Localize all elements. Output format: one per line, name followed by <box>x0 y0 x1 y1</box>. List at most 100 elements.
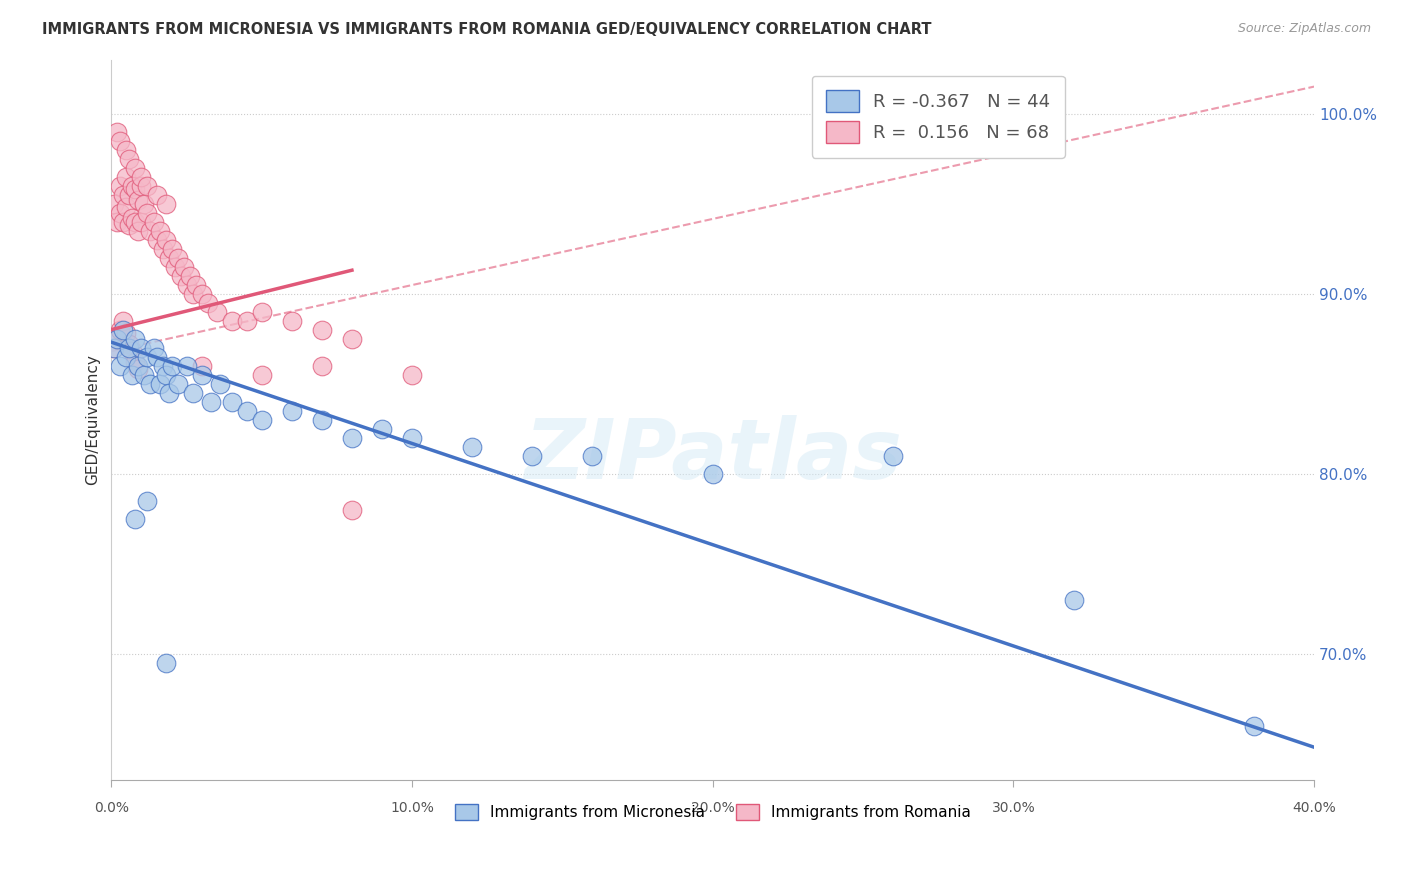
Point <box>121 178 143 193</box>
Point <box>250 368 273 382</box>
Point <box>250 304 273 318</box>
Point <box>124 332 146 346</box>
Point <box>166 251 188 265</box>
Point <box>235 313 257 327</box>
Point <box>131 169 153 184</box>
Point <box>124 214 146 228</box>
Point <box>311 323 333 337</box>
Text: 10.0%: 10.0% <box>389 801 434 815</box>
Point <box>205 304 228 318</box>
Point <box>250 412 273 426</box>
Point <box>371 421 394 435</box>
Point <box>181 286 204 301</box>
Point <box>110 178 132 193</box>
Point <box>139 376 162 391</box>
Point <box>163 260 186 274</box>
Text: 0.0%: 0.0% <box>94 801 129 815</box>
Point <box>702 467 724 481</box>
Point <box>107 214 129 228</box>
Text: ZIPatlas: ZIPatlas <box>524 415 901 496</box>
Point <box>103 196 125 211</box>
Point <box>179 268 201 283</box>
Text: Source: ZipAtlas.com: Source: ZipAtlas.com <box>1237 22 1371 36</box>
Point <box>145 233 167 247</box>
Point <box>221 313 243 327</box>
Point <box>311 359 333 373</box>
Point <box>115 350 138 364</box>
Point <box>136 205 159 219</box>
Point <box>118 337 141 351</box>
Point <box>157 385 180 400</box>
Point <box>190 368 212 382</box>
Point <box>235 403 257 417</box>
Point <box>131 178 153 193</box>
Point <box>115 326 138 341</box>
Point <box>124 511 146 525</box>
Point <box>121 368 143 382</box>
Point <box>107 332 129 346</box>
Point <box>882 449 904 463</box>
Point <box>152 242 174 256</box>
Text: 40.0%: 40.0% <box>1292 801 1336 815</box>
Point <box>152 359 174 373</box>
Point <box>581 449 603 463</box>
Point <box>127 224 149 238</box>
Point <box>176 277 198 292</box>
Point <box>124 161 146 175</box>
Point <box>1243 718 1265 732</box>
Point <box>173 260 195 274</box>
Point <box>160 359 183 373</box>
Point <box>103 341 125 355</box>
Point <box>401 368 423 382</box>
Point <box>112 313 135 327</box>
Point <box>461 440 484 454</box>
Point <box>166 376 188 391</box>
Point <box>155 656 177 670</box>
Point <box>127 193 149 207</box>
Point <box>118 218 141 232</box>
Y-axis label: GED/Equivalency: GED/Equivalency <box>86 354 100 485</box>
Text: IMMIGRANTS FROM MICRONESIA VS IMMIGRANTS FROM ROMANIA GED/EQUIVALENCY CORRELATIO: IMMIGRANTS FROM MICRONESIA VS IMMIGRANTS… <box>42 22 932 37</box>
Point <box>136 178 159 193</box>
Point <box>107 332 129 346</box>
Point <box>127 359 149 373</box>
Point <box>208 376 231 391</box>
Point <box>121 344 143 359</box>
Point <box>118 341 141 355</box>
Point <box>131 341 153 355</box>
Point <box>121 211 143 225</box>
Point <box>134 196 156 211</box>
Point <box>110 134 132 148</box>
Point <box>110 205 132 219</box>
Point <box>110 359 132 373</box>
Point <box>124 355 146 369</box>
Point <box>131 214 153 228</box>
Point <box>281 313 304 327</box>
Point <box>112 323 135 337</box>
Point <box>115 169 138 184</box>
Point <box>155 233 177 247</box>
Text: 30.0%: 30.0% <box>991 801 1035 815</box>
Point <box>340 502 363 516</box>
Point <box>148 376 170 391</box>
Point <box>184 277 207 292</box>
Point <box>148 224 170 238</box>
Point <box>197 295 219 310</box>
Point <box>103 341 125 355</box>
Point <box>142 341 165 355</box>
Point <box>311 412 333 426</box>
Point <box>118 187 141 202</box>
Point <box>142 214 165 228</box>
Point <box>157 251 180 265</box>
Point <box>124 182 146 196</box>
Point <box>110 323 132 337</box>
Point <box>169 268 191 283</box>
Legend: Immigrants from Micronesia, Immigrants from Romania: Immigrants from Micronesia, Immigrants f… <box>449 797 977 826</box>
Point <box>522 449 544 463</box>
Point <box>118 152 141 166</box>
Point <box>340 332 363 346</box>
Point <box>340 431 363 445</box>
Point <box>181 385 204 400</box>
Point <box>136 493 159 508</box>
Point <box>176 359 198 373</box>
